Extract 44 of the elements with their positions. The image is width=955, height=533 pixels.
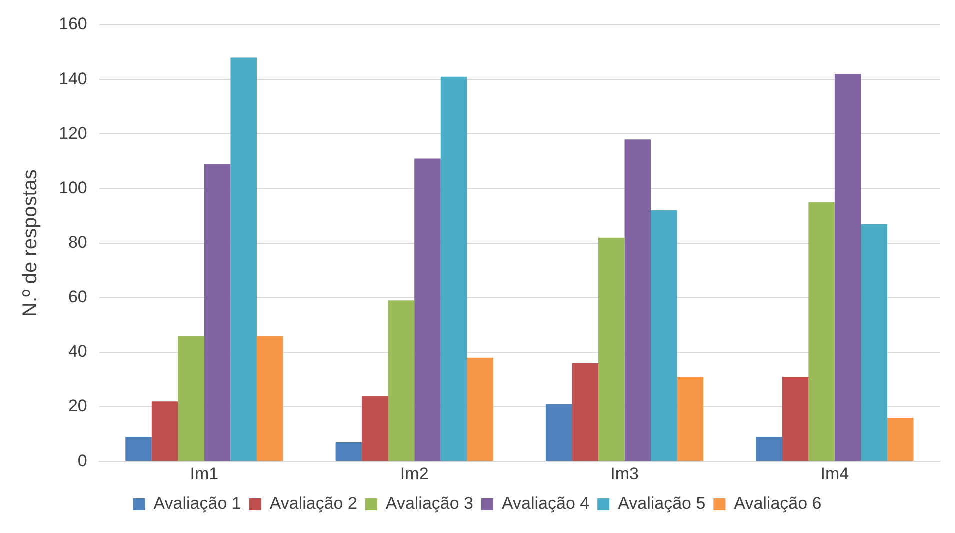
y-tick-label: 100 <box>58 178 88 198</box>
bar <box>152 402 178 462</box>
y-tick-label: 160 <box>58 14 88 34</box>
legend-label: Avaliação 3 <box>386 494 474 514</box>
bar <box>440 76 468 462</box>
bar <box>546 404 572 462</box>
y-tick-label: 120 <box>58 124 88 143</box>
bar <box>598 238 625 462</box>
bar <box>834 74 862 462</box>
x-tick-label: Im1 <box>190 464 219 484</box>
legend-label: Avaliação 6 <box>734 494 822 514</box>
bar <box>572 363 598 462</box>
bar <box>230 58 257 462</box>
bar <box>362 396 388 462</box>
x-tick-label: Im3 <box>610 464 639 484</box>
bar <box>126 437 152 462</box>
bar <box>178 336 204 462</box>
x-tick-label: Im2 <box>400 464 429 484</box>
y-tick-label: 0 <box>78 451 88 470</box>
legend-label: Avaliação 4 <box>502 494 590 514</box>
x-tick-label: Im4 <box>820 464 850 484</box>
y-tick-label: 40 <box>68 342 88 362</box>
legend-label: Avaliação 1 <box>154 494 242 514</box>
y-tick-label: 80 <box>68 232 88 252</box>
bar <box>677 377 704 462</box>
bar <box>782 377 809 462</box>
bar <box>887 418 914 462</box>
bar <box>336 442 362 462</box>
bar <box>467 358 494 462</box>
y-axis-title: N.º de respostas <box>20 170 42 317</box>
legend-label: Avaliação 5 <box>618 494 706 514</box>
bar <box>204 164 231 462</box>
bar <box>256 336 284 462</box>
bar <box>651 210 678 462</box>
y-tick-label: 20 <box>68 396 88 416</box>
bar <box>624 140 652 462</box>
bar <box>388 300 415 462</box>
bar <box>756 437 782 462</box>
y-tick-label: 60 <box>68 288 88 307</box>
bar <box>861 224 888 462</box>
bar <box>808 202 835 462</box>
bar <box>414 158 441 462</box>
legend-label: Avaliação 2 <box>270 494 358 514</box>
y-tick-label: 140 <box>58 69 88 88</box>
